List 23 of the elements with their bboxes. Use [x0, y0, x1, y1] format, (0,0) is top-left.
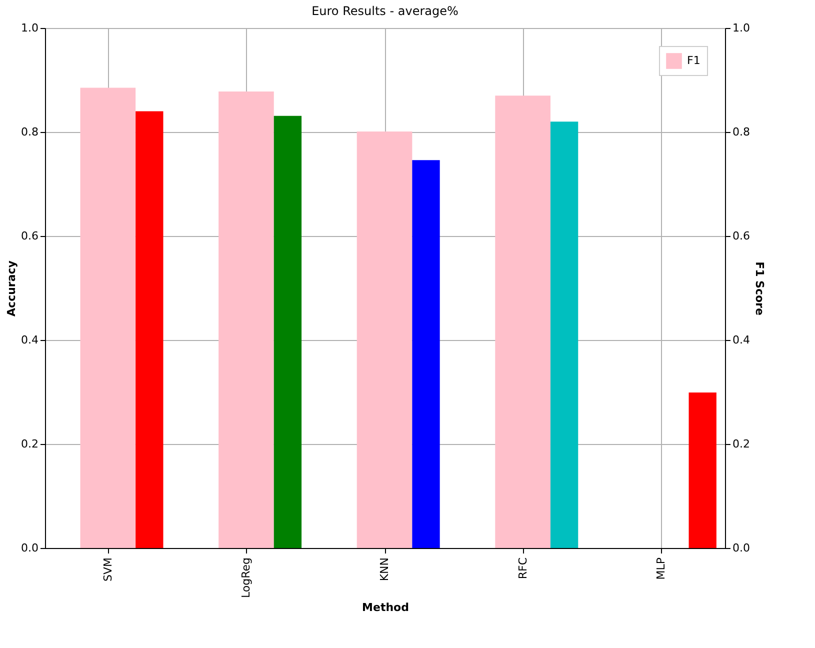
- y2-tick-label: 0.4: [732, 334, 750, 346]
- y2-tick-label: 0.2: [732, 438, 750, 450]
- y-tick-label: 1.0: [21, 22, 38, 34]
- y-tick-label: 0.0: [21, 542, 38, 554]
- y2-axis-title: F1 Score: [752, 262, 766, 316]
- y-tick-label: 0.8: [21, 126, 38, 138]
- y-tick-label: 0.6: [21, 230, 38, 242]
- x-tick-label: LogReg: [240, 558, 253, 598]
- chart-title: Euro Results - average%: [312, 4, 458, 18]
- x-tick-label: SVM: [101, 558, 114, 582]
- y2-tick-label: 0.8: [732, 126, 750, 138]
- legend-label: F1: [687, 54, 700, 67]
- x-tick-label: RFC: [516, 557, 530, 580]
- x-axis-title: Method: [362, 601, 409, 614]
- x-tick-label: MLP: [654, 557, 668, 580]
- x-tick-label: KNN: [378, 558, 392, 582]
- y2-tick-label: 0.6: [732, 230, 750, 242]
- y-tick-label: 0.2: [21, 438, 38, 450]
- bar: [688, 392, 716, 548]
- y2-tick-label: 0.0: [732, 542, 750, 554]
- y-axis-title: Accuracy: [5, 260, 18, 316]
- y2-tick-label: 1.0: [732, 22, 750, 34]
- y-tick-label: 0.4: [21, 334, 38, 346]
